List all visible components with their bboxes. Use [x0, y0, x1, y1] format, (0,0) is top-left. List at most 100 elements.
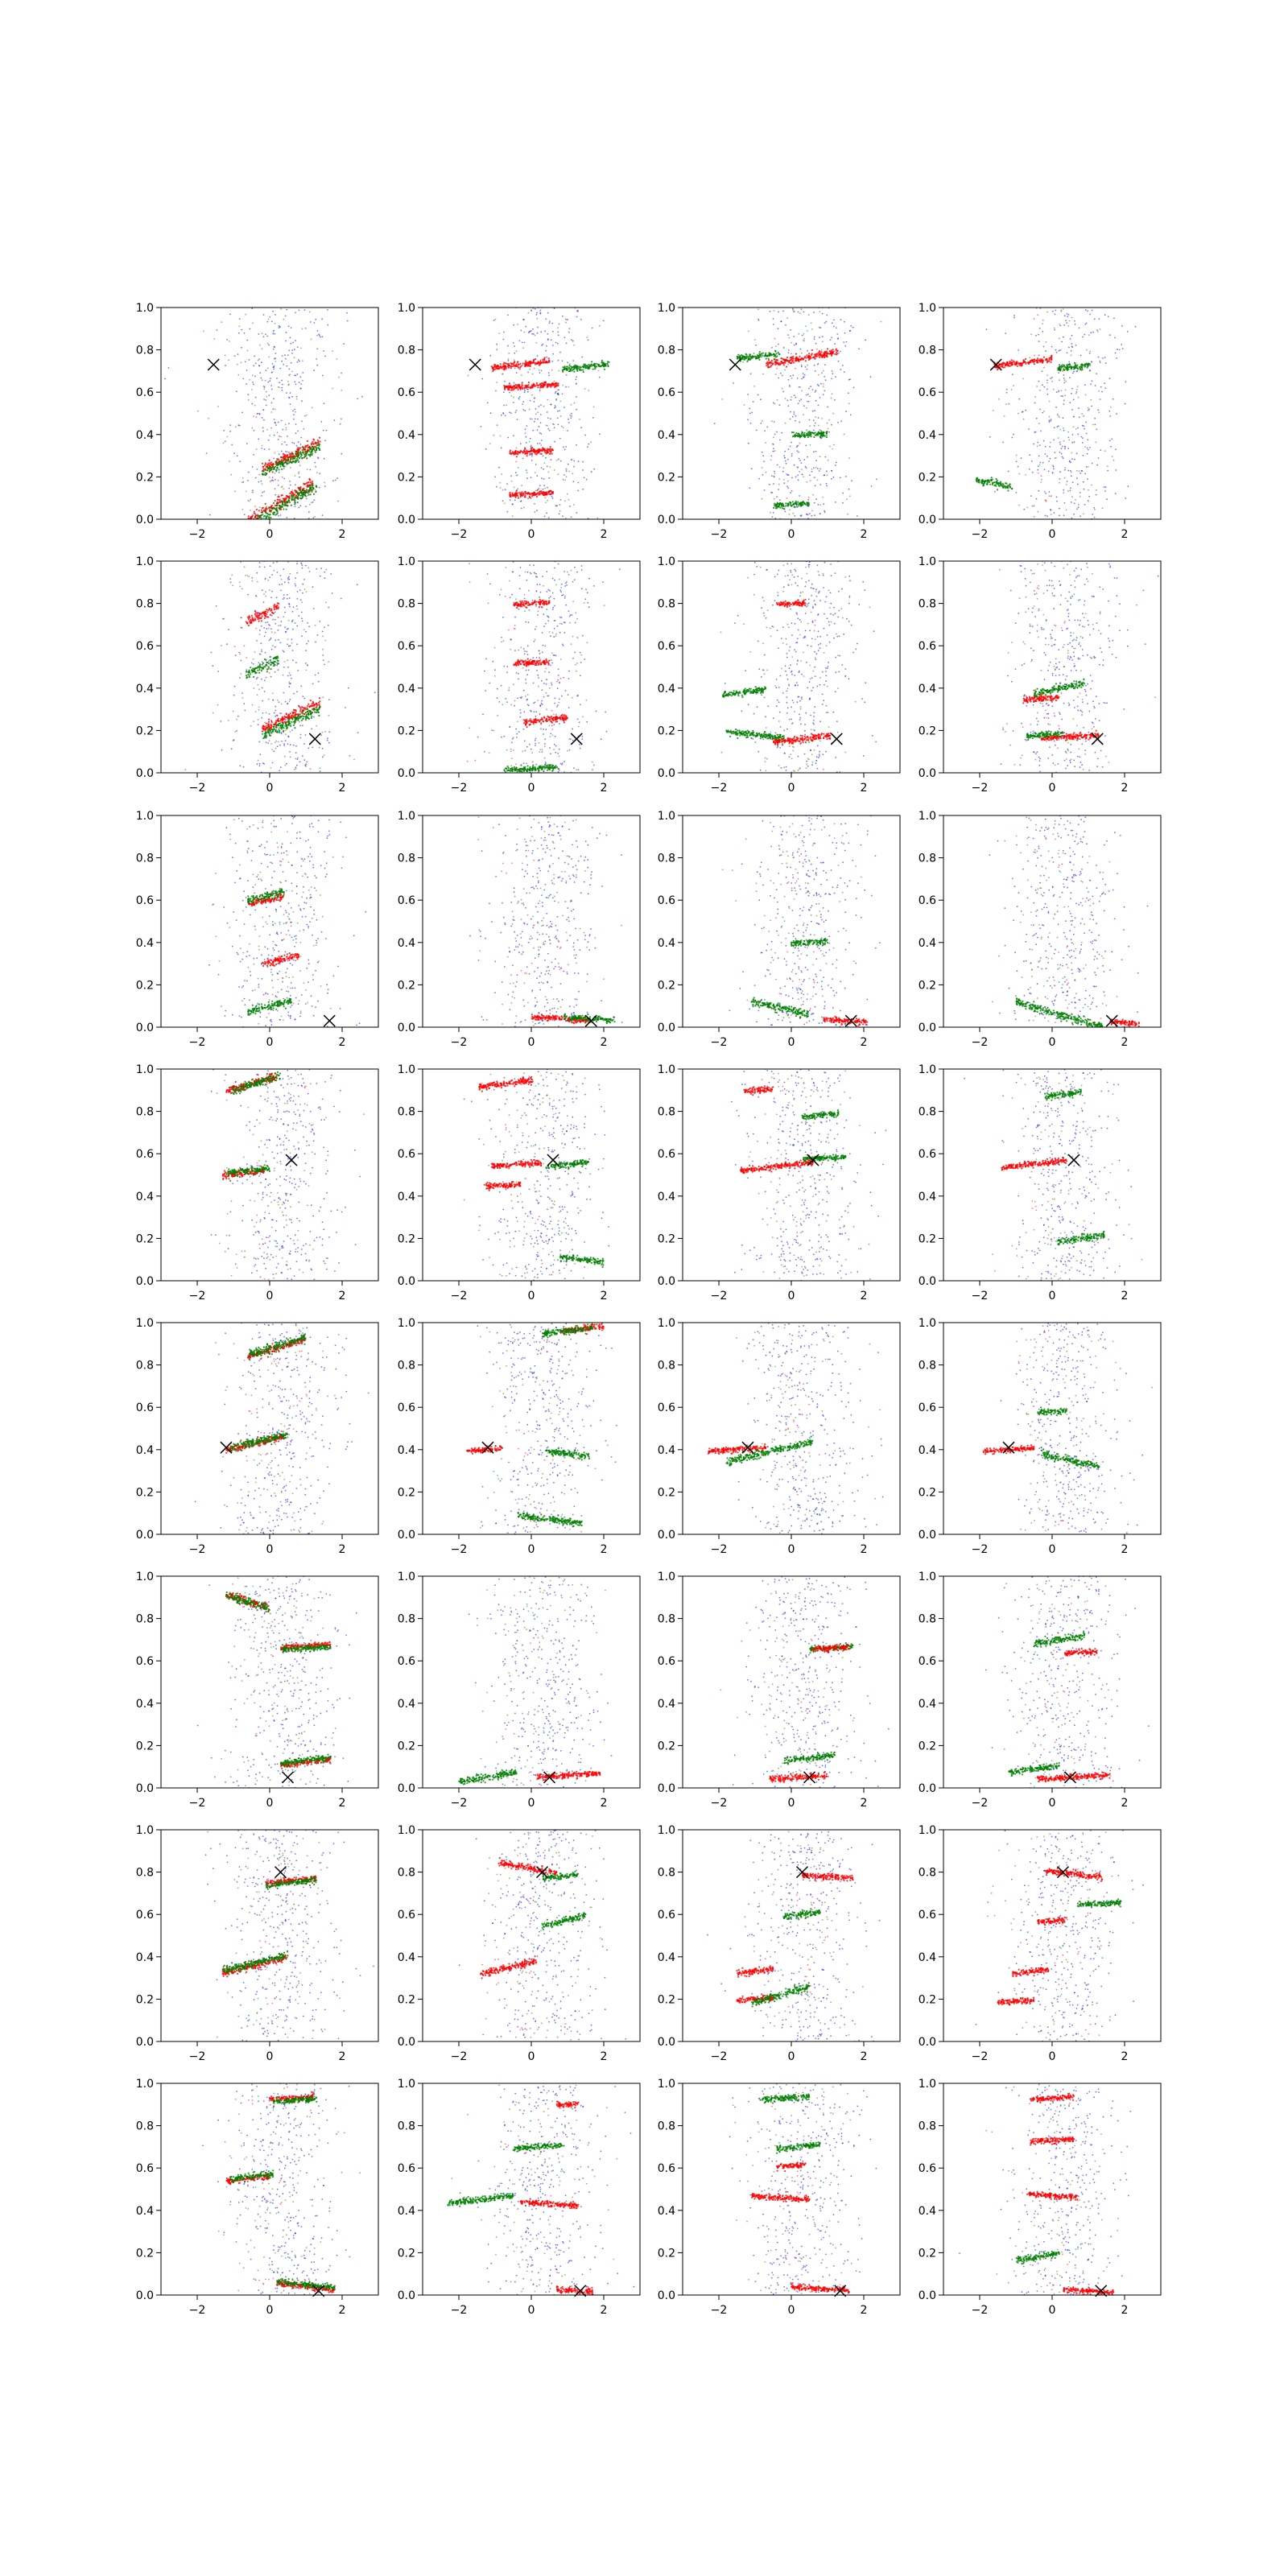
data-point [747, 359, 749, 361]
data-point [774, 402, 776, 405]
data-point [287, 462, 290, 464]
data-point [1075, 345, 1077, 346]
data-point [592, 364, 596, 366]
data-point [303, 743, 305, 745]
data-point [991, 483, 993, 486]
data-point [568, 418, 569, 420]
data-point [542, 455, 544, 457]
data-point [785, 505, 787, 507]
data-point [272, 331, 275, 332]
data-point [1050, 378, 1052, 380]
data-point [295, 768, 297, 770]
data-point [1040, 481, 1042, 483]
data-point [551, 382, 554, 385]
data-point [1086, 452, 1088, 455]
data-point [509, 451, 511, 453]
data-point [762, 474, 764, 476]
data-point [713, 423, 716, 425]
data-point [561, 393, 564, 395]
data-point [1037, 469, 1039, 471]
data-point [547, 417, 549, 419]
data-point [1044, 453, 1046, 455]
data-point [307, 622, 309, 624]
data-point [1081, 442, 1084, 444]
data-point [595, 362, 597, 365]
y-tick-label: 0.8 [398, 345, 415, 357]
data-point [291, 353, 293, 354]
data-point [787, 349, 790, 351]
data-point [534, 418, 536, 420]
data-point [597, 369, 600, 372]
data-point [246, 575, 249, 576]
data-point [266, 611, 269, 613]
data-point [842, 365, 844, 366]
data-point [820, 351, 823, 353]
data-point [772, 512, 774, 514]
data-point [774, 433, 776, 436]
data-point [513, 362, 515, 365]
data-point [1097, 409, 1100, 411]
data-point [737, 353, 740, 356]
data-point [258, 333, 260, 335]
data-point [588, 443, 590, 445]
data-point [279, 584, 281, 586]
data-point [821, 353, 824, 356]
data-point [591, 327, 593, 329]
data-point [801, 390, 803, 392]
data-point [252, 667, 254, 670]
data-point [1026, 506, 1029, 509]
data-point [540, 452, 543, 456]
data-point [1063, 378, 1065, 379]
data-point [288, 672, 291, 674]
data-point [266, 665, 269, 667]
data-point [511, 451, 514, 453]
data-point [283, 458, 286, 461]
data-point [530, 418, 531, 420]
data-point [298, 448, 300, 450]
data-point [534, 493, 536, 496]
data-point [270, 597, 272, 599]
data-point [270, 320, 273, 323]
data-point [263, 419, 265, 421]
data-point [1058, 415, 1059, 417]
y-tick-label: 0.6 [398, 386, 415, 399]
data-point [795, 503, 798, 506]
data-point [791, 357, 793, 359]
data-point [1114, 336, 1116, 339]
data-point [1007, 486, 1009, 489]
data-point [1050, 357, 1052, 359]
data-point [550, 383, 552, 386]
data-point [285, 451, 287, 452]
data-point [542, 488, 544, 490]
data-point [299, 387, 302, 390]
data-point [572, 340, 574, 342]
data-point [266, 465, 268, 468]
data-point [522, 493, 524, 495]
data-point [266, 335, 269, 337]
data-point [782, 470, 784, 473]
data-point [1084, 309, 1087, 311]
data-point [270, 516, 272, 519]
data-point [1088, 408, 1091, 411]
data-point [1022, 378, 1024, 380]
data-point [319, 449, 321, 452]
data-point [299, 505, 302, 507]
data-point [270, 385, 273, 386]
data-point [821, 336, 824, 337]
data-point [743, 358, 745, 361]
data-point [296, 502, 299, 504]
data-point [781, 431, 783, 434]
data-point [523, 319, 525, 320]
data-point [544, 451, 547, 453]
data-point [275, 361, 277, 362]
data-point [737, 357, 739, 360]
data-point [274, 671, 276, 673]
data-point [831, 393, 833, 395]
data-point [528, 440, 530, 443]
data-point [539, 372, 541, 374]
data-point [503, 404, 505, 407]
data-point [819, 436, 821, 438]
data-point [800, 364, 803, 366]
data-point [1067, 316, 1069, 318]
data-point [324, 571, 326, 573]
